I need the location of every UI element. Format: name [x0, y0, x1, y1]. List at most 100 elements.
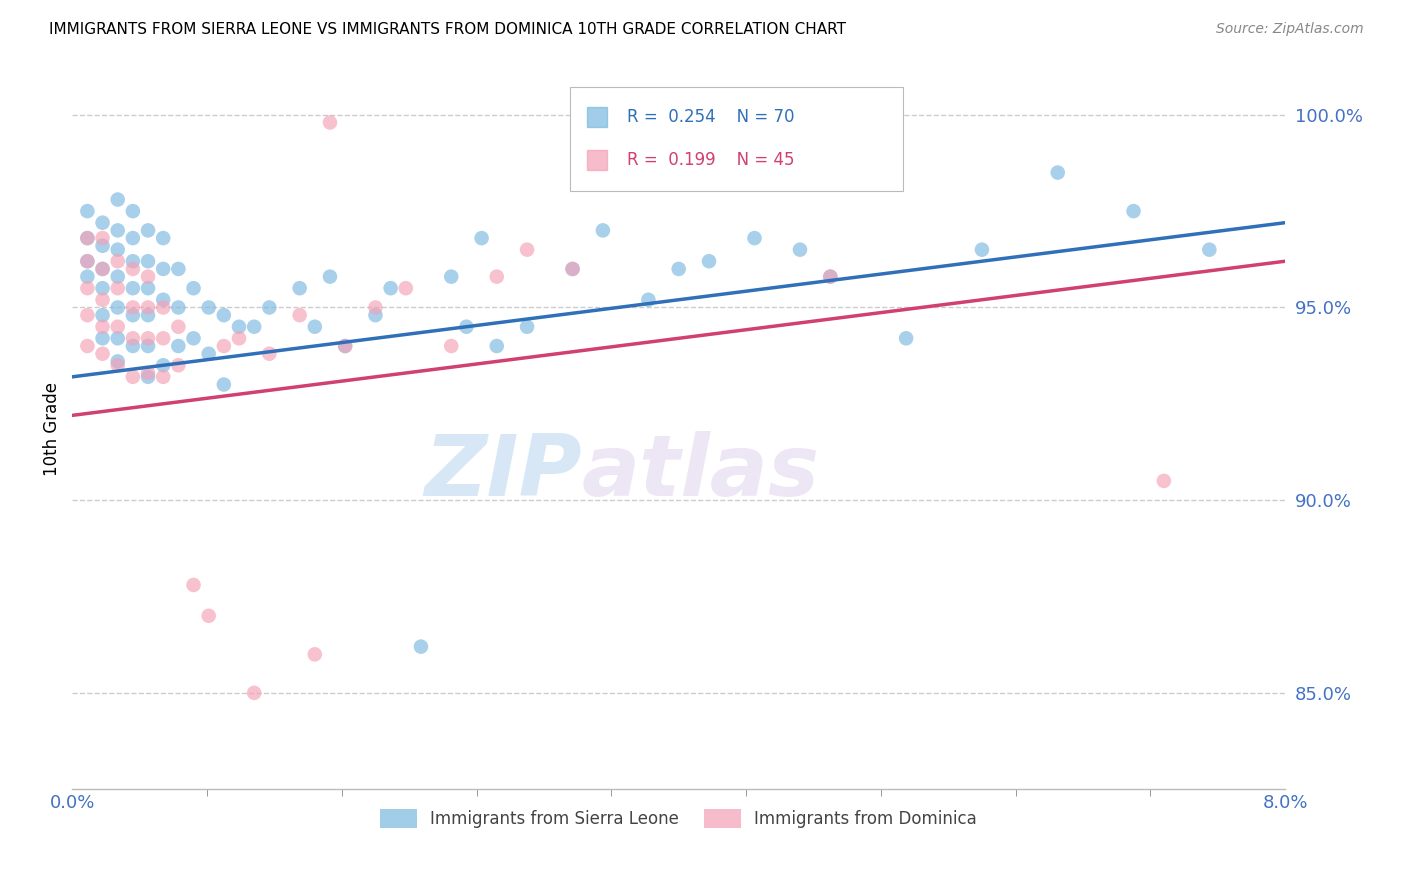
Point	[152, 231, 174, 245]
Point	[637, 293, 659, 307]
Y-axis label: 10th Grade: 10th Grade	[44, 382, 60, 475]
Point	[243, 319, 266, 334]
Point	[136, 301, 159, 315]
FancyBboxPatch shape	[569, 87, 903, 191]
Point	[136, 269, 159, 284]
Point	[152, 369, 174, 384]
Point	[91, 347, 114, 361]
Point	[440, 269, 463, 284]
Point	[197, 301, 219, 315]
Point	[107, 254, 129, 268]
Point	[136, 369, 159, 384]
Point	[259, 347, 281, 361]
Point	[395, 281, 418, 295]
Point	[516, 319, 538, 334]
Point	[259, 301, 281, 315]
Point	[1198, 243, 1220, 257]
Point	[136, 254, 159, 268]
Point	[228, 319, 250, 334]
Point	[122, 261, 145, 276]
Point	[76, 254, 98, 268]
Text: Source: ZipAtlas.com: Source: ZipAtlas.com	[1216, 22, 1364, 37]
Legend: Immigrants from Sierra Leone, Immigrants from Dominica: Immigrants from Sierra Leone, Immigrants…	[374, 803, 984, 835]
Point	[91, 293, 114, 307]
Point	[744, 231, 766, 245]
Text: atlas: atlas	[582, 431, 820, 514]
Point	[304, 319, 326, 334]
Text: R =  0.254    N = 70: R = 0.254 N = 70	[627, 109, 794, 127]
Point	[76, 339, 98, 353]
Point	[76, 254, 98, 268]
Point	[107, 301, 129, 315]
Point	[152, 359, 174, 373]
Point	[122, 254, 145, 268]
Point	[76, 231, 98, 245]
Point	[152, 331, 174, 345]
Point	[76, 281, 98, 295]
Point	[167, 359, 190, 373]
Point	[288, 281, 311, 295]
Point	[91, 239, 114, 253]
Point	[1153, 474, 1175, 488]
Point	[820, 269, 842, 284]
Point	[76, 269, 98, 284]
Point	[167, 261, 190, 276]
Point	[91, 216, 114, 230]
Point	[440, 339, 463, 353]
Point	[409, 640, 432, 654]
Point	[789, 243, 811, 257]
Point	[122, 339, 145, 353]
Point	[76, 204, 98, 219]
Point	[167, 339, 190, 353]
Point	[197, 608, 219, 623]
Point	[107, 354, 129, 368]
Point	[1046, 165, 1069, 179]
Point	[319, 115, 342, 129]
Point	[471, 231, 494, 245]
Point	[485, 269, 508, 284]
Point	[228, 331, 250, 345]
Point	[820, 269, 842, 284]
Point	[1122, 204, 1144, 219]
Point	[333, 339, 356, 353]
Point	[91, 231, 114, 245]
Point	[212, 339, 235, 353]
Point	[107, 223, 129, 237]
Point	[319, 269, 342, 284]
Point	[122, 331, 145, 345]
Point	[91, 261, 114, 276]
Point	[91, 281, 114, 295]
Point	[380, 281, 402, 295]
Point	[107, 331, 129, 345]
Point	[122, 231, 145, 245]
Point	[288, 308, 311, 322]
Point	[136, 331, 159, 345]
Point	[697, 254, 720, 268]
Point	[122, 308, 145, 322]
Point	[516, 243, 538, 257]
Point	[456, 319, 478, 334]
Point	[107, 269, 129, 284]
Point	[304, 648, 326, 662]
Point	[668, 261, 690, 276]
Point	[122, 301, 145, 315]
Point	[894, 331, 917, 345]
Point	[970, 243, 993, 257]
Point	[91, 308, 114, 322]
Point	[183, 281, 205, 295]
Point	[136, 366, 159, 380]
Point	[136, 308, 159, 322]
Point	[122, 281, 145, 295]
Point	[107, 319, 129, 334]
Point	[152, 293, 174, 307]
Point	[136, 223, 159, 237]
Point	[136, 339, 159, 353]
Point	[364, 308, 387, 322]
Point	[212, 377, 235, 392]
Point	[76, 308, 98, 322]
Point	[107, 193, 129, 207]
Point	[91, 331, 114, 345]
Text: ZIP: ZIP	[425, 431, 582, 514]
Point	[183, 331, 205, 345]
Point	[592, 223, 614, 237]
